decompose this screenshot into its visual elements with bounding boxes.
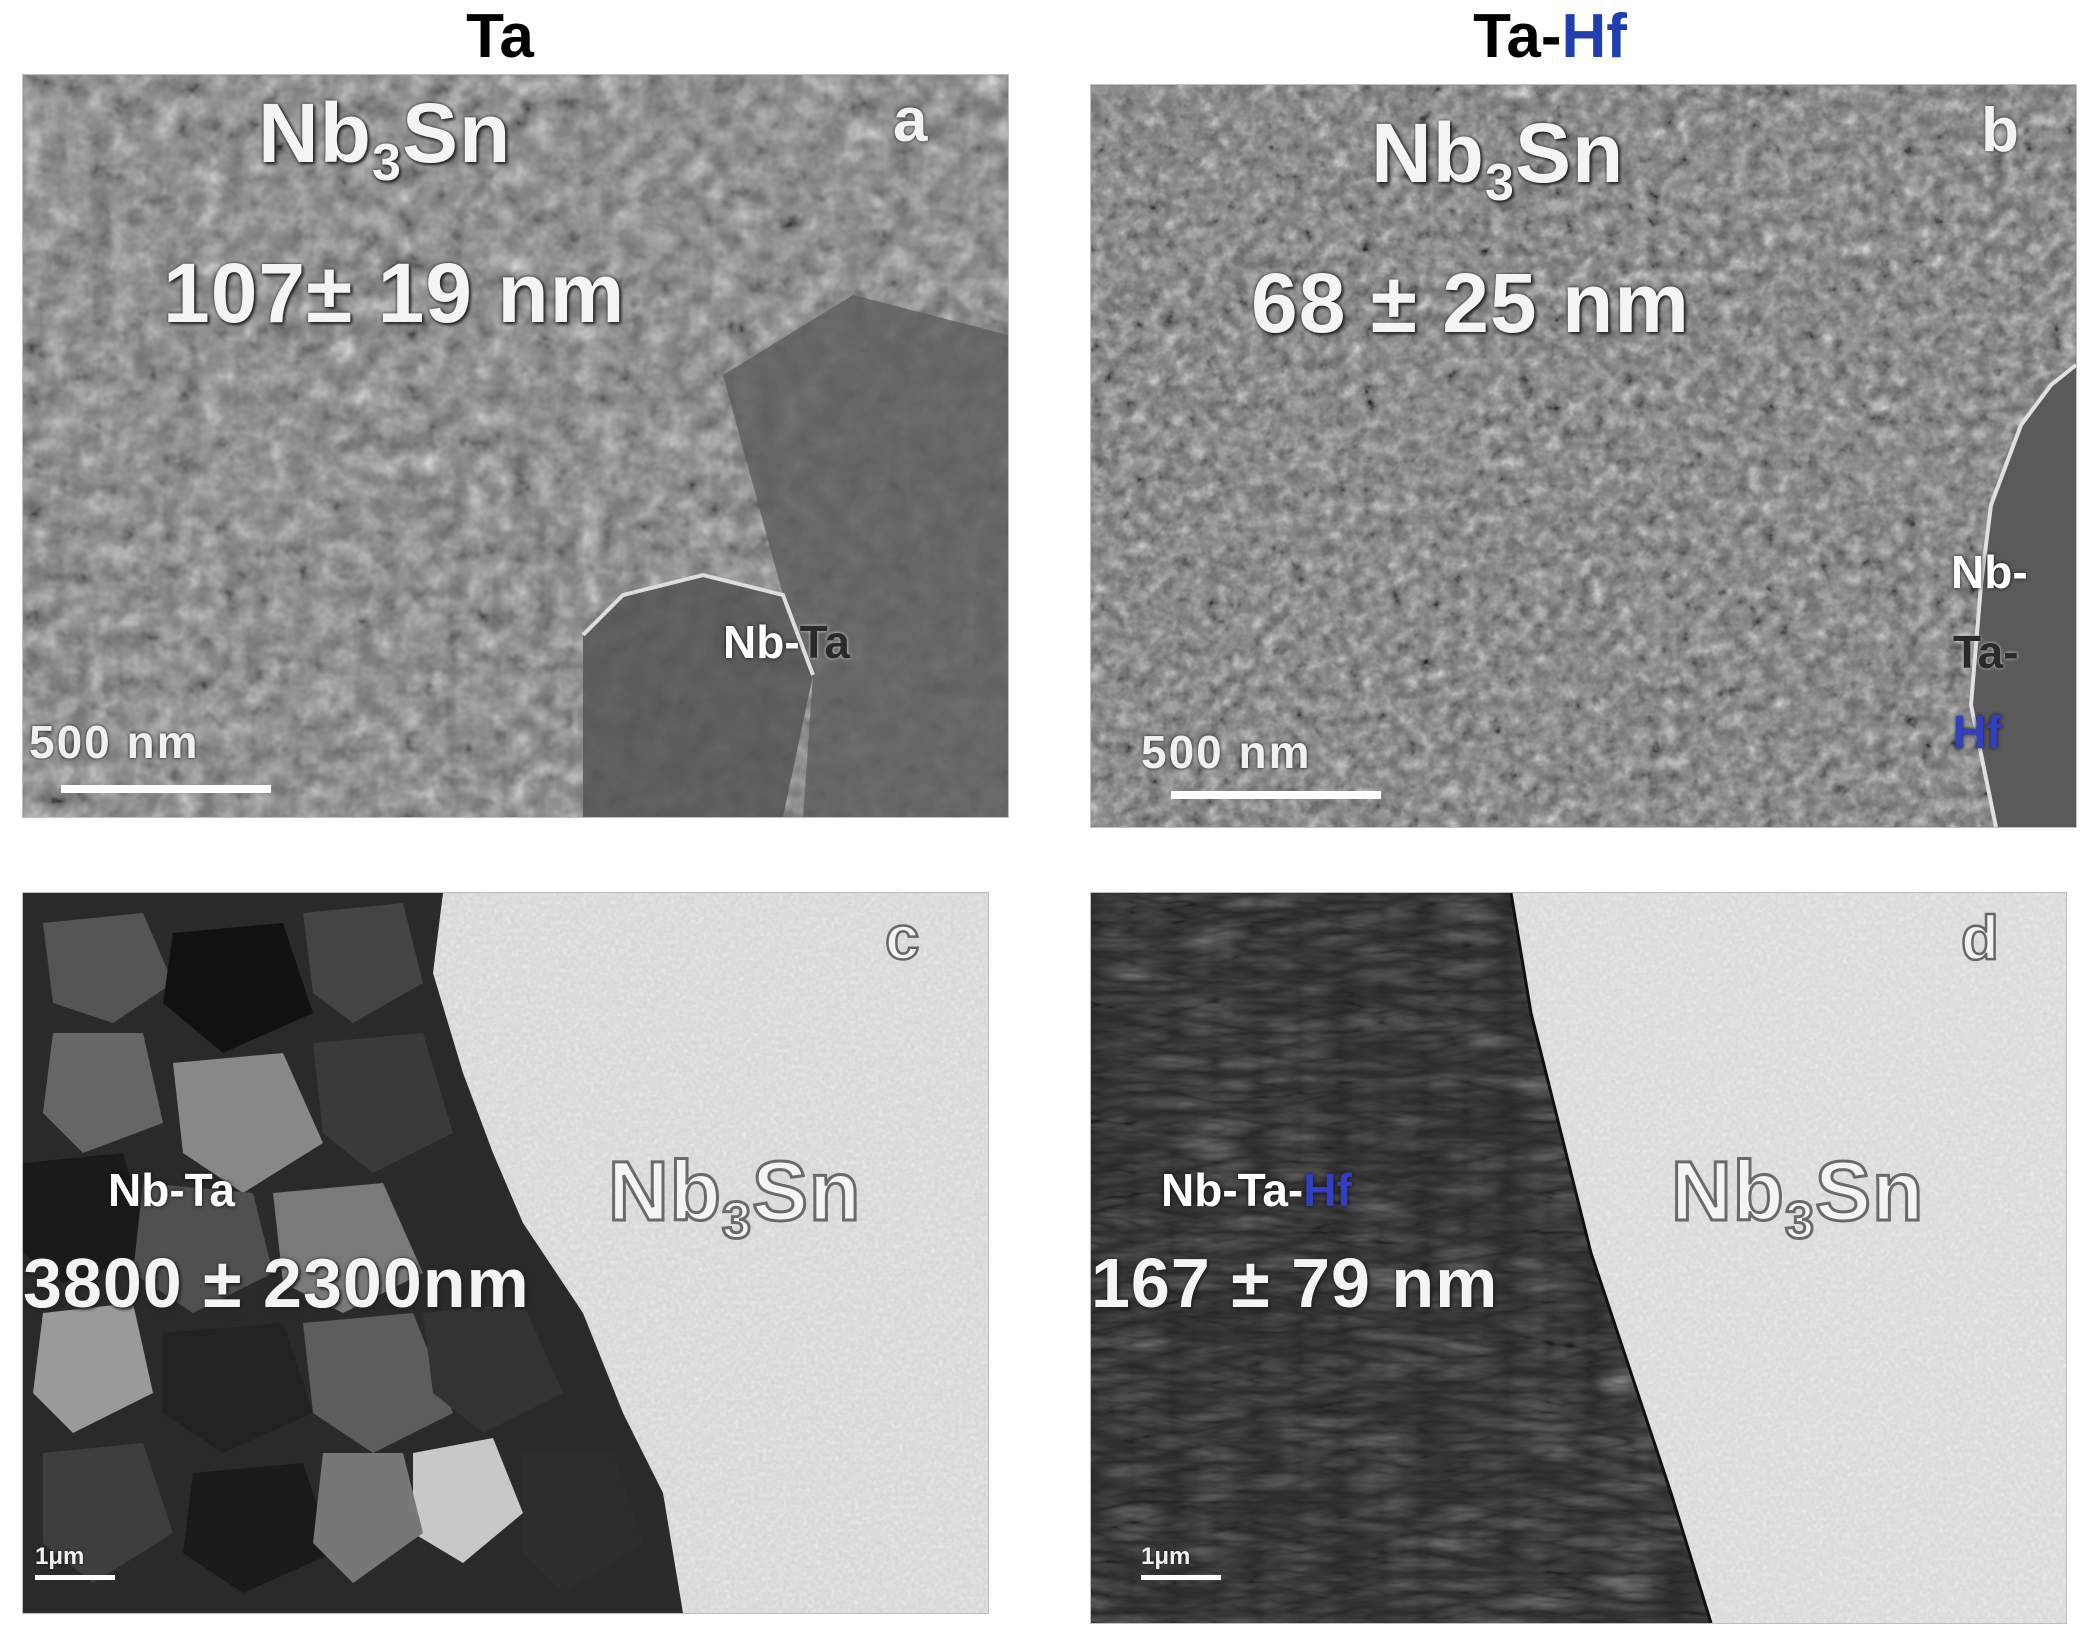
scale-bar-d: [1141, 1575, 1221, 1580]
sem-image-c: [23, 893, 988, 1613]
scale-bar-label-c: 1μm: [35, 1543, 85, 1570]
region-label-d: Nb-Ta-Hf: [1161, 1164, 1352, 1216]
grain-size-b: 68 ± 25 nm: [1251, 256, 1690, 350]
panel-letter-a: a: [893, 86, 928, 155]
panel-letter-b: b: [1981, 96, 2019, 165]
region-line-3-b: Hf: [1953, 706, 2002, 758]
region-line-2-b: Ta-: [1953, 626, 2019, 678]
column-title-ta: Ta: [330, 2, 670, 72]
sem-panel-d: d Nb-Ta-Hf 167 ± 79 nm Nb3Sn 1μm: [1090, 892, 2067, 1624]
phase-label-c: Nb3Sn: [607, 1143, 862, 1252]
sem-panel-b: Nb3Sn 68 ± 25 nm b Nb- Ta- Hf 500 nm: [1090, 84, 2077, 828]
panel-letter-d: d: [1960, 903, 2000, 975]
scale-bar-c: [35, 1575, 115, 1580]
region-line-1-b: Nb-: [1951, 546, 2028, 598]
phase-label-d: Nb3Sn: [1670, 1143, 1925, 1252]
column-title-ta-text: Ta: [466, 2, 534, 71]
sem-panel-c: c Nb-Ta 3800 ± 2300nm Nb3Sn 1μm: [22, 892, 989, 1614]
grain-size-c: 3800 ± 2300nm: [23, 1244, 530, 1322]
grain-size-a: 107± 19 nm: [163, 246, 626, 340]
column-title-hf-suffix: Hf: [1561, 2, 1627, 71]
column-title-ta-hf-prefix: Ta-: [1473, 2, 1562, 71]
sem-image-a: [23, 75, 1008, 817]
grain-size-d: 167 ± 79 nm: [1091, 1244, 1499, 1322]
phase-label-b: Nb3Sn: [1371, 106, 1625, 213]
scale-bar-label-d: 1μm: [1141, 1543, 1191, 1570]
column-title-ta-hf: Ta-Hf: [1330, 2, 1770, 72]
phase-label-a: Nb3Sn: [258, 86, 512, 193]
scale-bar-label-a: 500 nm: [29, 716, 200, 768]
scale-bar-a: [61, 785, 271, 793]
sem-image-d: [1091, 893, 2066, 1623]
scale-bar-b: [1171, 791, 1381, 799]
region-label-a: Nb-Ta: [723, 616, 850, 668]
region-label-c: Nb-Ta: [108, 1164, 235, 1216]
sem-panel-a: Nb3Sn 107± 19 nm a Nb-Ta 500 nm: [22, 74, 1009, 818]
panel-letter-c: c: [884, 903, 921, 975]
sem-image-b: [1091, 85, 2076, 827]
scale-bar-label-b: 500 nm: [1141, 726, 1312, 778]
